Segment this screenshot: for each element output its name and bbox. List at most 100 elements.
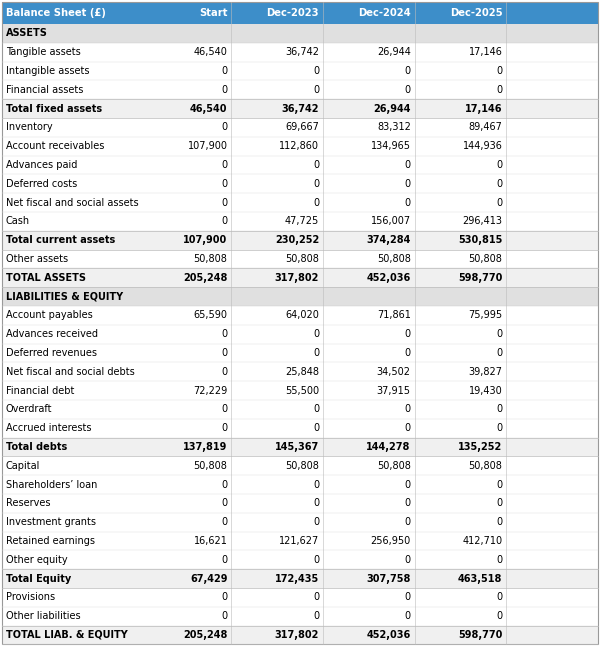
- Text: 0: 0: [221, 329, 227, 339]
- Text: 46,540: 46,540: [194, 47, 227, 57]
- Bar: [2, 475, 598, 494]
- Bar: [2, 118, 598, 136]
- Text: 89,467: 89,467: [469, 122, 502, 133]
- Text: Financial assets: Financial assets: [6, 84, 83, 95]
- Text: 0: 0: [496, 499, 502, 508]
- Text: ASSETS: ASSETS: [6, 29, 48, 38]
- Text: 0: 0: [221, 367, 227, 377]
- Bar: [2, 24, 598, 43]
- Bar: [2, 551, 598, 569]
- Text: Other liabilities: Other liabilities: [6, 611, 80, 621]
- Text: 50,808: 50,808: [194, 461, 227, 471]
- Text: 69,667: 69,667: [285, 122, 319, 133]
- Text: 307,758: 307,758: [367, 573, 411, 584]
- Text: Tangible assets: Tangible assets: [6, 47, 81, 57]
- Text: 112,860: 112,860: [279, 141, 319, 151]
- Text: Intangible assets: Intangible assets: [6, 66, 89, 76]
- Text: Deferred revenues: Deferred revenues: [6, 348, 97, 358]
- Text: 0: 0: [221, 160, 227, 170]
- Text: 0: 0: [313, 517, 319, 527]
- Text: 0: 0: [313, 480, 319, 489]
- Text: Reserves: Reserves: [6, 499, 50, 508]
- Text: 0: 0: [496, 84, 502, 95]
- Text: 317,802: 317,802: [275, 630, 319, 640]
- Text: 0: 0: [313, 329, 319, 339]
- Bar: [2, 625, 598, 644]
- Bar: [2, 363, 598, 381]
- Text: 36,742: 36,742: [281, 103, 319, 114]
- Text: 17,146: 17,146: [465, 103, 502, 114]
- Text: 0: 0: [404, 66, 411, 76]
- Text: 0: 0: [496, 329, 502, 339]
- Text: 0: 0: [496, 611, 502, 621]
- Text: Inventory: Inventory: [6, 122, 53, 133]
- Text: 0: 0: [496, 480, 502, 489]
- Text: Advances received: Advances received: [6, 329, 98, 339]
- Bar: [2, 588, 598, 607]
- Bar: [2, 81, 598, 99]
- Text: Start: Start: [199, 8, 227, 18]
- Text: 0: 0: [404, 198, 411, 207]
- Text: 0: 0: [221, 423, 227, 433]
- Text: 0: 0: [221, 480, 227, 489]
- Text: Overdraft: Overdraft: [6, 404, 53, 415]
- Text: 0: 0: [313, 423, 319, 433]
- Text: 0: 0: [496, 160, 502, 170]
- Text: 256,950: 256,950: [371, 536, 411, 546]
- Text: 72,229: 72,229: [193, 385, 227, 396]
- Text: 0: 0: [404, 179, 411, 188]
- Bar: [2, 212, 598, 231]
- Text: 50,808: 50,808: [285, 461, 319, 471]
- Text: 0: 0: [404, 480, 411, 489]
- Text: 0: 0: [313, 499, 319, 508]
- Bar: [2, 43, 598, 62]
- Text: 134,965: 134,965: [371, 141, 411, 151]
- Text: Net fiscal and social assets: Net fiscal and social assets: [6, 198, 139, 207]
- Text: 83,312: 83,312: [377, 122, 411, 133]
- Text: 530,815: 530,815: [458, 235, 502, 245]
- Text: 0: 0: [404, 555, 411, 565]
- Bar: [2, 569, 598, 588]
- Bar: [2, 437, 598, 456]
- Text: 37,915: 37,915: [377, 385, 411, 396]
- Text: 0: 0: [313, 555, 319, 565]
- Bar: [2, 381, 598, 400]
- Text: 107,900: 107,900: [187, 141, 227, 151]
- Text: 34,502: 34,502: [377, 367, 411, 377]
- Text: 55,500: 55,500: [285, 385, 319, 396]
- Text: 0: 0: [496, 179, 502, 188]
- Text: Balance Sheet (£): Balance Sheet (£): [6, 8, 106, 18]
- Text: 0: 0: [313, 611, 319, 621]
- Text: 19,430: 19,430: [469, 385, 502, 396]
- Text: 0: 0: [221, 84, 227, 95]
- Text: 0: 0: [496, 348, 502, 358]
- Text: 0: 0: [496, 66, 502, 76]
- Bar: [2, 2, 598, 24]
- Text: 0: 0: [496, 198, 502, 207]
- Bar: [2, 325, 598, 344]
- Text: Accrued interests: Accrued interests: [6, 423, 91, 433]
- Text: 0: 0: [404, 404, 411, 415]
- Bar: [2, 513, 598, 532]
- Text: Other assets: Other assets: [6, 254, 68, 264]
- Text: 65,590: 65,590: [193, 311, 227, 320]
- Text: 50,808: 50,808: [469, 254, 502, 264]
- Text: 50,808: 50,808: [194, 254, 227, 264]
- Text: 46,540: 46,540: [190, 103, 227, 114]
- Bar: [2, 494, 598, 513]
- Text: 296,413: 296,413: [463, 216, 502, 226]
- Bar: [2, 400, 598, 419]
- Text: Financial debt: Financial debt: [6, 385, 74, 396]
- Text: 47,725: 47,725: [285, 216, 319, 226]
- Text: 598,770: 598,770: [458, 630, 502, 640]
- Text: 0: 0: [221, 499, 227, 508]
- Text: 71,861: 71,861: [377, 311, 411, 320]
- Text: 137,819: 137,819: [183, 442, 227, 452]
- Text: 452,036: 452,036: [367, 630, 411, 640]
- Text: 0: 0: [313, 84, 319, 95]
- Text: Cash: Cash: [6, 216, 30, 226]
- Text: 0: 0: [404, 517, 411, 527]
- Text: 0: 0: [313, 348, 319, 358]
- Text: 0: 0: [313, 198, 319, 207]
- Text: 50,808: 50,808: [377, 254, 411, 264]
